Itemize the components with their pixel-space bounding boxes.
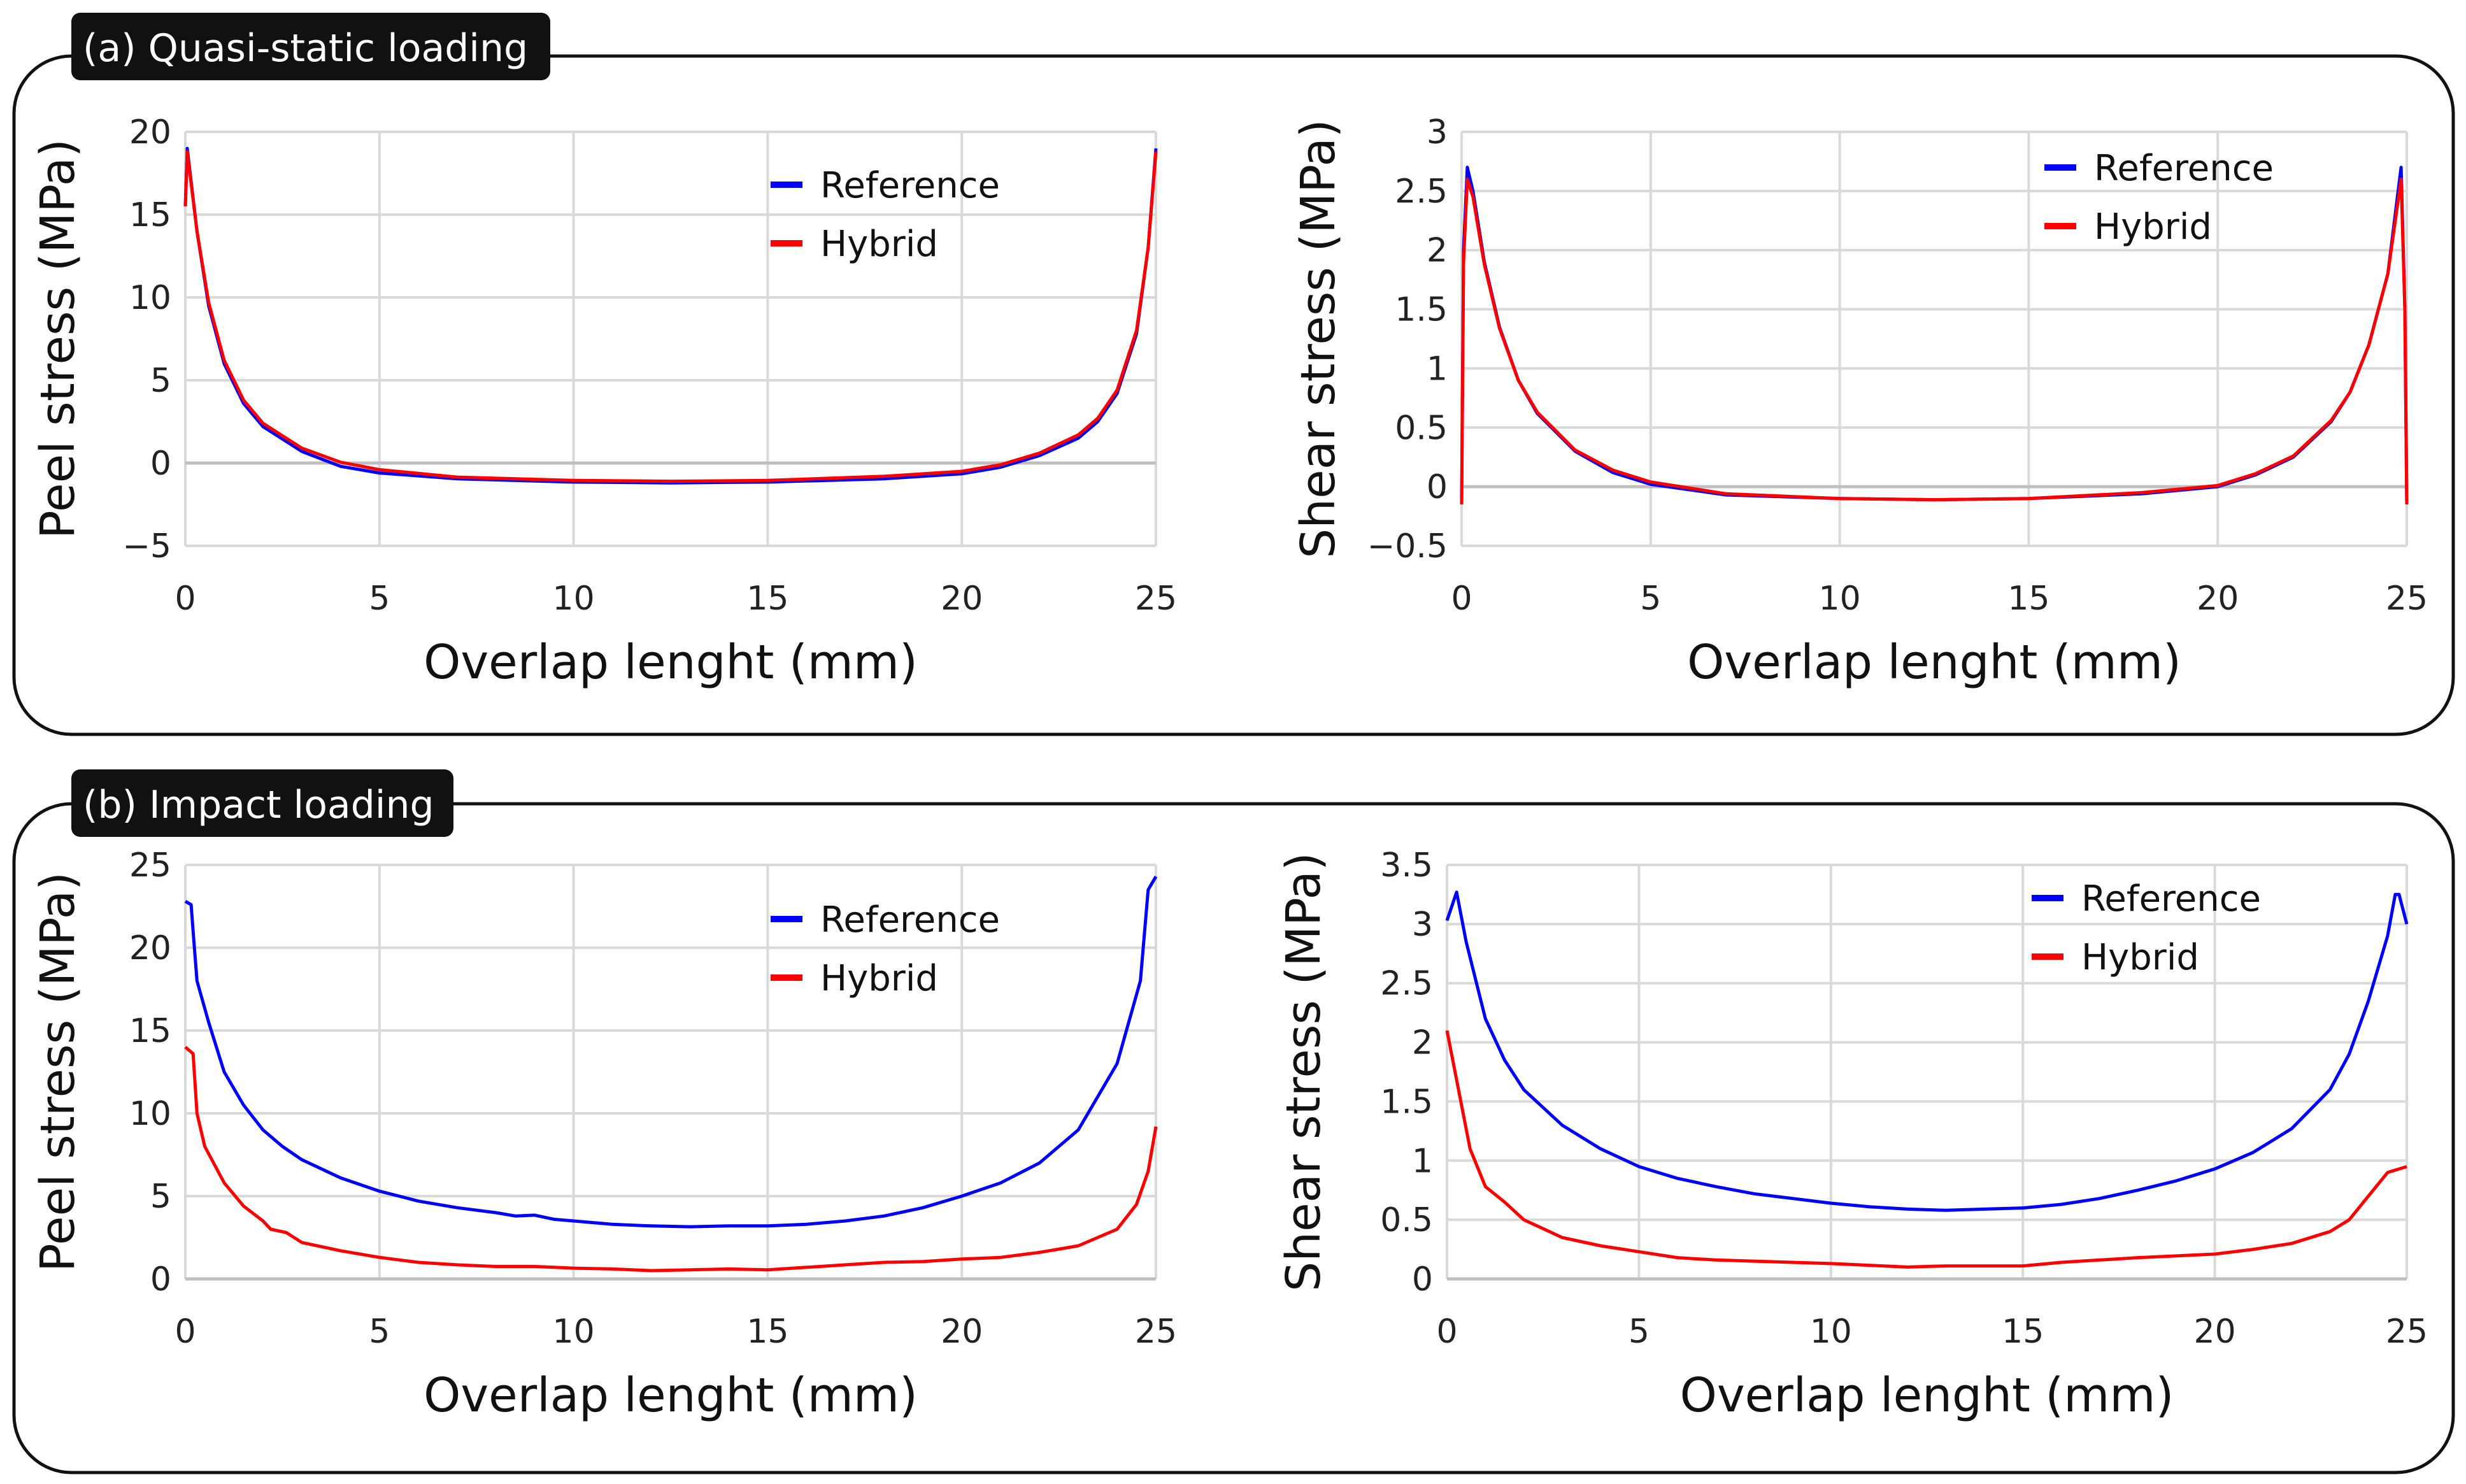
x-tick-label: 20	[941, 1313, 983, 1351]
y-tick-label: 3	[1412, 906, 1433, 944]
x-tick-label: 15	[2007, 580, 2049, 618]
x-tick-label: 10	[553, 1313, 595, 1351]
y-axis-title: Peel stress (MPa)	[31, 139, 85, 539]
series-line-reference	[184, 875, 1158, 1229]
y-tick-label: −5	[122, 527, 171, 566]
x-tick-label: 0	[1436, 1313, 1457, 1351]
x-tick-label: 10	[1819, 580, 1861, 618]
legend-label: Hybrid	[2081, 937, 2199, 978]
series-line-hybrid	[183, 150, 1158, 483]
y-tick-label: 10	[129, 279, 171, 317]
series-line-reference	[183, 146, 1158, 485]
y-tick-label: 0	[150, 445, 171, 483]
x-tick-label: 5	[369, 580, 390, 618]
series-line-hybrid	[184, 1046, 1158, 1273]
series-line-hybrid	[1445, 1030, 2407, 1269]
x-axis-title: Overlap lenght (mm)	[424, 1368, 918, 1423]
y-tick-label: 10	[129, 1095, 171, 1133]
y-tick-label: 3	[1427, 113, 1448, 152]
y-tick-label: 0.5	[1395, 409, 1448, 447]
panel-b-label: (b) Impact loading	[83, 783, 434, 827]
y-tick-label: 20	[129, 113, 171, 152]
x-tick-label: 20	[941, 580, 983, 618]
x-tick-label: 5	[1640, 580, 1661, 618]
y-tick-label: 2.5	[1395, 173, 1448, 211]
x-tick-label: 5	[1629, 1313, 1650, 1351]
panel-b: (b) Impact loading	[12, 769, 2455, 1474]
chart-quasi-static-shear: 0 5 10 15 20 25−0.500.511.522.53ReferenceHybr…	[1291, 113, 2428, 690]
y-tick-label: 0.5	[1380, 1201, 1433, 1239]
y-tick-label: 25	[129, 846, 171, 885]
y-tick-label: 0	[1412, 1260, 1433, 1299]
x-tick-label: 0	[1451, 580, 1472, 618]
x-tick-label: 25	[1135, 1313, 1177, 1351]
y-tick-label: 1	[1427, 350, 1448, 388]
legend-label: Hybrid	[2094, 206, 2212, 248]
x-tick-label: 5	[369, 1313, 390, 1351]
x-tick-label: 20	[2194, 1313, 2236, 1351]
x-tick-label: 0	[175, 580, 196, 618]
panel-b-label-box	[71, 769, 453, 837]
legend-label: Reference	[2081, 878, 2261, 920]
y-tick-label: 15	[129, 196, 171, 234]
y-tick-label: 20	[129, 929, 171, 967]
y-tick-label: 1	[1412, 1142, 1433, 1180]
legend-label: Hybrid	[820, 224, 938, 265]
y-tick-label: 15	[129, 1012, 171, 1050]
y-tick-label: 0	[1427, 468, 1448, 506]
legend-label: Reference	[2094, 148, 2274, 189]
y-axis-title: Peel stress (MPa)	[31, 872, 85, 1272]
y-tick-label: 2.5	[1380, 965, 1433, 1003]
x-tick-label: 20	[2197, 580, 2239, 618]
y-tick-label: 0	[150, 1260, 171, 1299]
series-line-reference	[1445, 890, 2409, 1212]
legend-label: Hybrid	[820, 958, 938, 999]
chart-impact-shear: 0 5 10 15 20 25 0 0.5 1 1.5 2 2.5 3 3.5 Reference Hybri…	[1276, 846, 2428, 1423]
x-tick-label: 25	[2386, 580, 2428, 618]
x-tick-label: 25	[2386, 1313, 2428, 1351]
x-tick-label: 10	[553, 580, 595, 618]
series-line-reference	[1460, 166, 2409, 505]
y-tick-label: −0.5	[1367, 527, 1448, 566]
panel-b-frame	[12, 802, 2455, 1474]
y-tick-label: 5	[150, 1178, 171, 1216]
y-tick-label: 3.5	[1380, 846, 1433, 885]
y-axis-title: Shear stress (MPa)	[1276, 852, 1331, 1291]
y-tick-label: 2	[1412, 1024, 1433, 1062]
x-axis-title: Overlap lenght (mm)	[424, 635, 918, 690]
y-tick-label: 2	[1427, 232, 1448, 270]
x-axis-title: Overlap lenght (mm)	[1687, 635, 2181, 690]
series-line-hybrid	[1460, 177, 2409, 505]
legend-label: Reference	[820, 899, 1000, 941]
panel-a-frame	[12, 54, 2455, 736]
panel-a-label-box	[71, 13, 550, 80]
panel-a: (a) Quasi-static loading	[12, 13, 2455, 736]
x-tick-label: 15	[746, 1313, 788, 1351]
x-tick-label: 15	[746, 580, 788, 618]
legend-label: Reference	[820, 165, 1000, 206]
x-tick-label: 0	[175, 1313, 196, 1351]
chart-quasi-static-peel: 0 5 10 15 20 25−505101520ReferenceHybridOverl…	[31, 113, 1177, 690]
x-axis-title: Overlap lenght (mm)	[1680, 1368, 2174, 1423]
y-tick-label: 1.5	[1380, 1083, 1433, 1121]
y-axis-title: Shear stress (MPa)	[1291, 119, 1346, 558]
x-tick-label: 25	[1135, 580, 1177, 618]
panel-a-label: (a) Quasi-static loading	[83, 26, 528, 71]
x-tick-label: 10	[1810, 1313, 1852, 1351]
chart-impact-peel: 0 5 10 15 20 25 0 5 10 15 20 25 Reference Hybrid Overl…	[31, 846, 1177, 1423]
y-tick-label: 5	[150, 362, 171, 400]
y-tick-label: 1.5	[1395, 291, 1448, 329]
x-tick-label: 15	[2002, 1313, 2044, 1351]
